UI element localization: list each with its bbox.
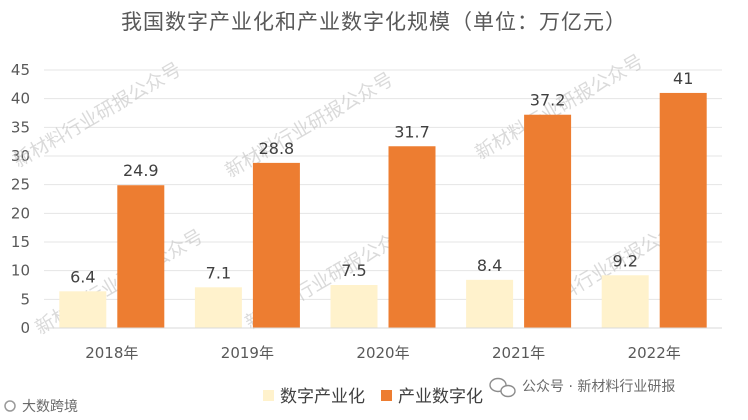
bar-series-2 xyxy=(117,185,165,328)
x-tick-label: 2018年 xyxy=(85,344,138,362)
x-tick-label: 2020年 xyxy=(356,344,409,362)
data-label: 8.4 xyxy=(477,256,502,275)
x-tick-label: 2021年 xyxy=(492,344,545,362)
bar-series-1 xyxy=(194,287,242,328)
y-tick-label: 5 xyxy=(20,290,30,308)
y-tick-label: 25 xyxy=(11,176,30,194)
chart-title: 我国数字产业化和产业数字化规模（单位：万亿元） xyxy=(121,10,627,34)
legend-label-series-2: 产业数字化 xyxy=(398,387,483,407)
data-label: 28.8 xyxy=(259,139,295,158)
y-tick-label: 40 xyxy=(11,90,30,108)
legend: 数字产业化 产业数字化 xyxy=(263,387,483,407)
bar-series-1 xyxy=(330,285,378,328)
y-tick-label: 10 xyxy=(11,262,30,280)
footer-logo-text: 大数跨境 xyxy=(22,399,78,415)
data-label: 9.2 xyxy=(612,251,637,270)
y-tick-label: 20 xyxy=(11,204,30,222)
data-label: 31.7 xyxy=(394,122,430,141)
legend-label-series-1: 数字产业化 xyxy=(280,387,365,407)
wechat-icon xyxy=(489,377,516,398)
y-tick-label: 35 xyxy=(11,118,30,136)
bar-series-2 xyxy=(388,146,436,328)
data-label: 7.1 xyxy=(206,263,231,282)
watermark-text: 新材料行业研报公众号 xyxy=(10,58,186,172)
legend-swatch-series-2 xyxy=(381,390,392,401)
logo-icon xyxy=(4,400,16,412)
watermark-text: 新材料行业研报公众号 xyxy=(222,68,398,182)
y-axis-ticks: 0 5 10 15 20 25 30 35 40 45 xyxy=(11,61,30,337)
y-tick-label: 45 xyxy=(11,61,30,79)
bar-series-2 xyxy=(659,92,707,328)
bar-series-1 xyxy=(466,279,514,328)
footer-left: 大数跨境 xyxy=(4,399,78,415)
data-labels: 6.4 24.9 7.1 28.8 7.5 31.7 8.4 37.2 9.2 41 xyxy=(70,69,693,286)
footer-right: 公众号 · 新材料行业研报 xyxy=(489,377,675,398)
footer-account-text: 公众号 · 新材料行业研报 xyxy=(522,379,675,395)
y-tick-label: 0 xyxy=(20,319,30,337)
y-tick-label: 15 xyxy=(11,233,30,251)
data-label: 6.4 xyxy=(70,267,95,286)
legend-swatch-series-1 xyxy=(263,390,274,401)
data-label: 37.2 xyxy=(530,91,566,110)
bar-series-1 xyxy=(59,291,107,328)
x-tick-label: 2022年 xyxy=(628,344,681,362)
bar-series-1 xyxy=(601,275,649,328)
x-tick-label: 2019年 xyxy=(221,344,274,362)
bars xyxy=(59,92,707,328)
bar-series-2 xyxy=(252,162,300,328)
data-label: 7.5 xyxy=(341,261,366,280)
data-label: 41 xyxy=(673,69,693,88)
x-axis-ticks: 2018年 2019年 2020年 2021年 2022年 xyxy=(85,344,681,362)
data-label: 24.9 xyxy=(123,161,159,180)
y-tick-label: 30 xyxy=(11,147,30,165)
bar-series-2 xyxy=(524,114,572,328)
